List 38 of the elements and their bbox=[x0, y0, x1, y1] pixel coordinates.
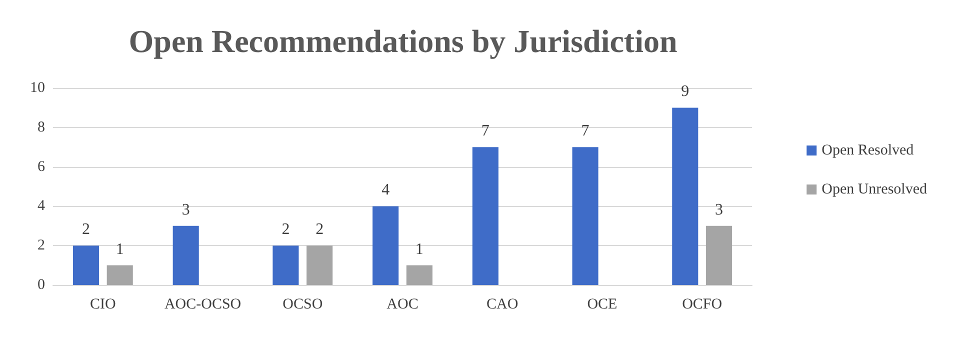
data-label: 3 bbox=[182, 201, 190, 218]
bar bbox=[272, 246, 299, 285]
y-tick-label: 6 bbox=[38, 158, 46, 175]
y-tick-label: 4 bbox=[38, 198, 46, 214]
bar bbox=[406, 265, 432, 285]
bar bbox=[472, 147, 498, 285]
data-label: 2 bbox=[82, 221, 90, 238]
bar bbox=[672, 108, 698, 285]
x-tick-label: AOC-OCSO bbox=[164, 296, 242, 312]
x-tick-label: OCE bbox=[587, 296, 618, 312]
data-label: 3 bbox=[715, 201, 724, 218]
data-label: 2 bbox=[316, 221, 324, 238]
chart-title: Open Recommendations by Jurisdiction bbox=[128, 23, 678, 59]
bar bbox=[572, 147, 598, 285]
x-tick-label: OCFO bbox=[682, 296, 722, 312]
legend-label: Open Resolved bbox=[822, 142, 914, 158]
legend-label: Open Unresolved bbox=[822, 182, 928, 198]
data-label: 1 bbox=[415, 240, 424, 258]
data-label: 7 bbox=[581, 122, 590, 140]
bar bbox=[106, 265, 133, 285]
bar bbox=[172, 226, 199, 285]
x-tick-label: CIO bbox=[90, 296, 116, 312]
data-label: 4 bbox=[382, 182, 390, 199]
bar bbox=[706, 226, 732, 285]
data-label: 2 bbox=[282, 221, 290, 238]
data-label: 7 bbox=[481, 122, 490, 140]
data-label: 1 bbox=[116, 240, 124, 258]
y-tick-label: 0 bbox=[38, 277, 45, 293]
x-tick-label: CAO bbox=[486, 296, 518, 312]
bar bbox=[306, 246, 333, 285]
x-tick-label: OCSO bbox=[282, 296, 323, 312]
y-tick-label: 10 bbox=[30, 80, 45, 96]
bar bbox=[372, 206, 399, 285]
data-label: 9 bbox=[681, 83, 690, 100]
x-tick-label: AOC bbox=[386, 296, 418, 312]
y-tick-label: 8 bbox=[38, 119, 45, 136]
bar bbox=[72, 246, 100, 285]
y-tick-label: 2 bbox=[38, 238, 45, 254]
